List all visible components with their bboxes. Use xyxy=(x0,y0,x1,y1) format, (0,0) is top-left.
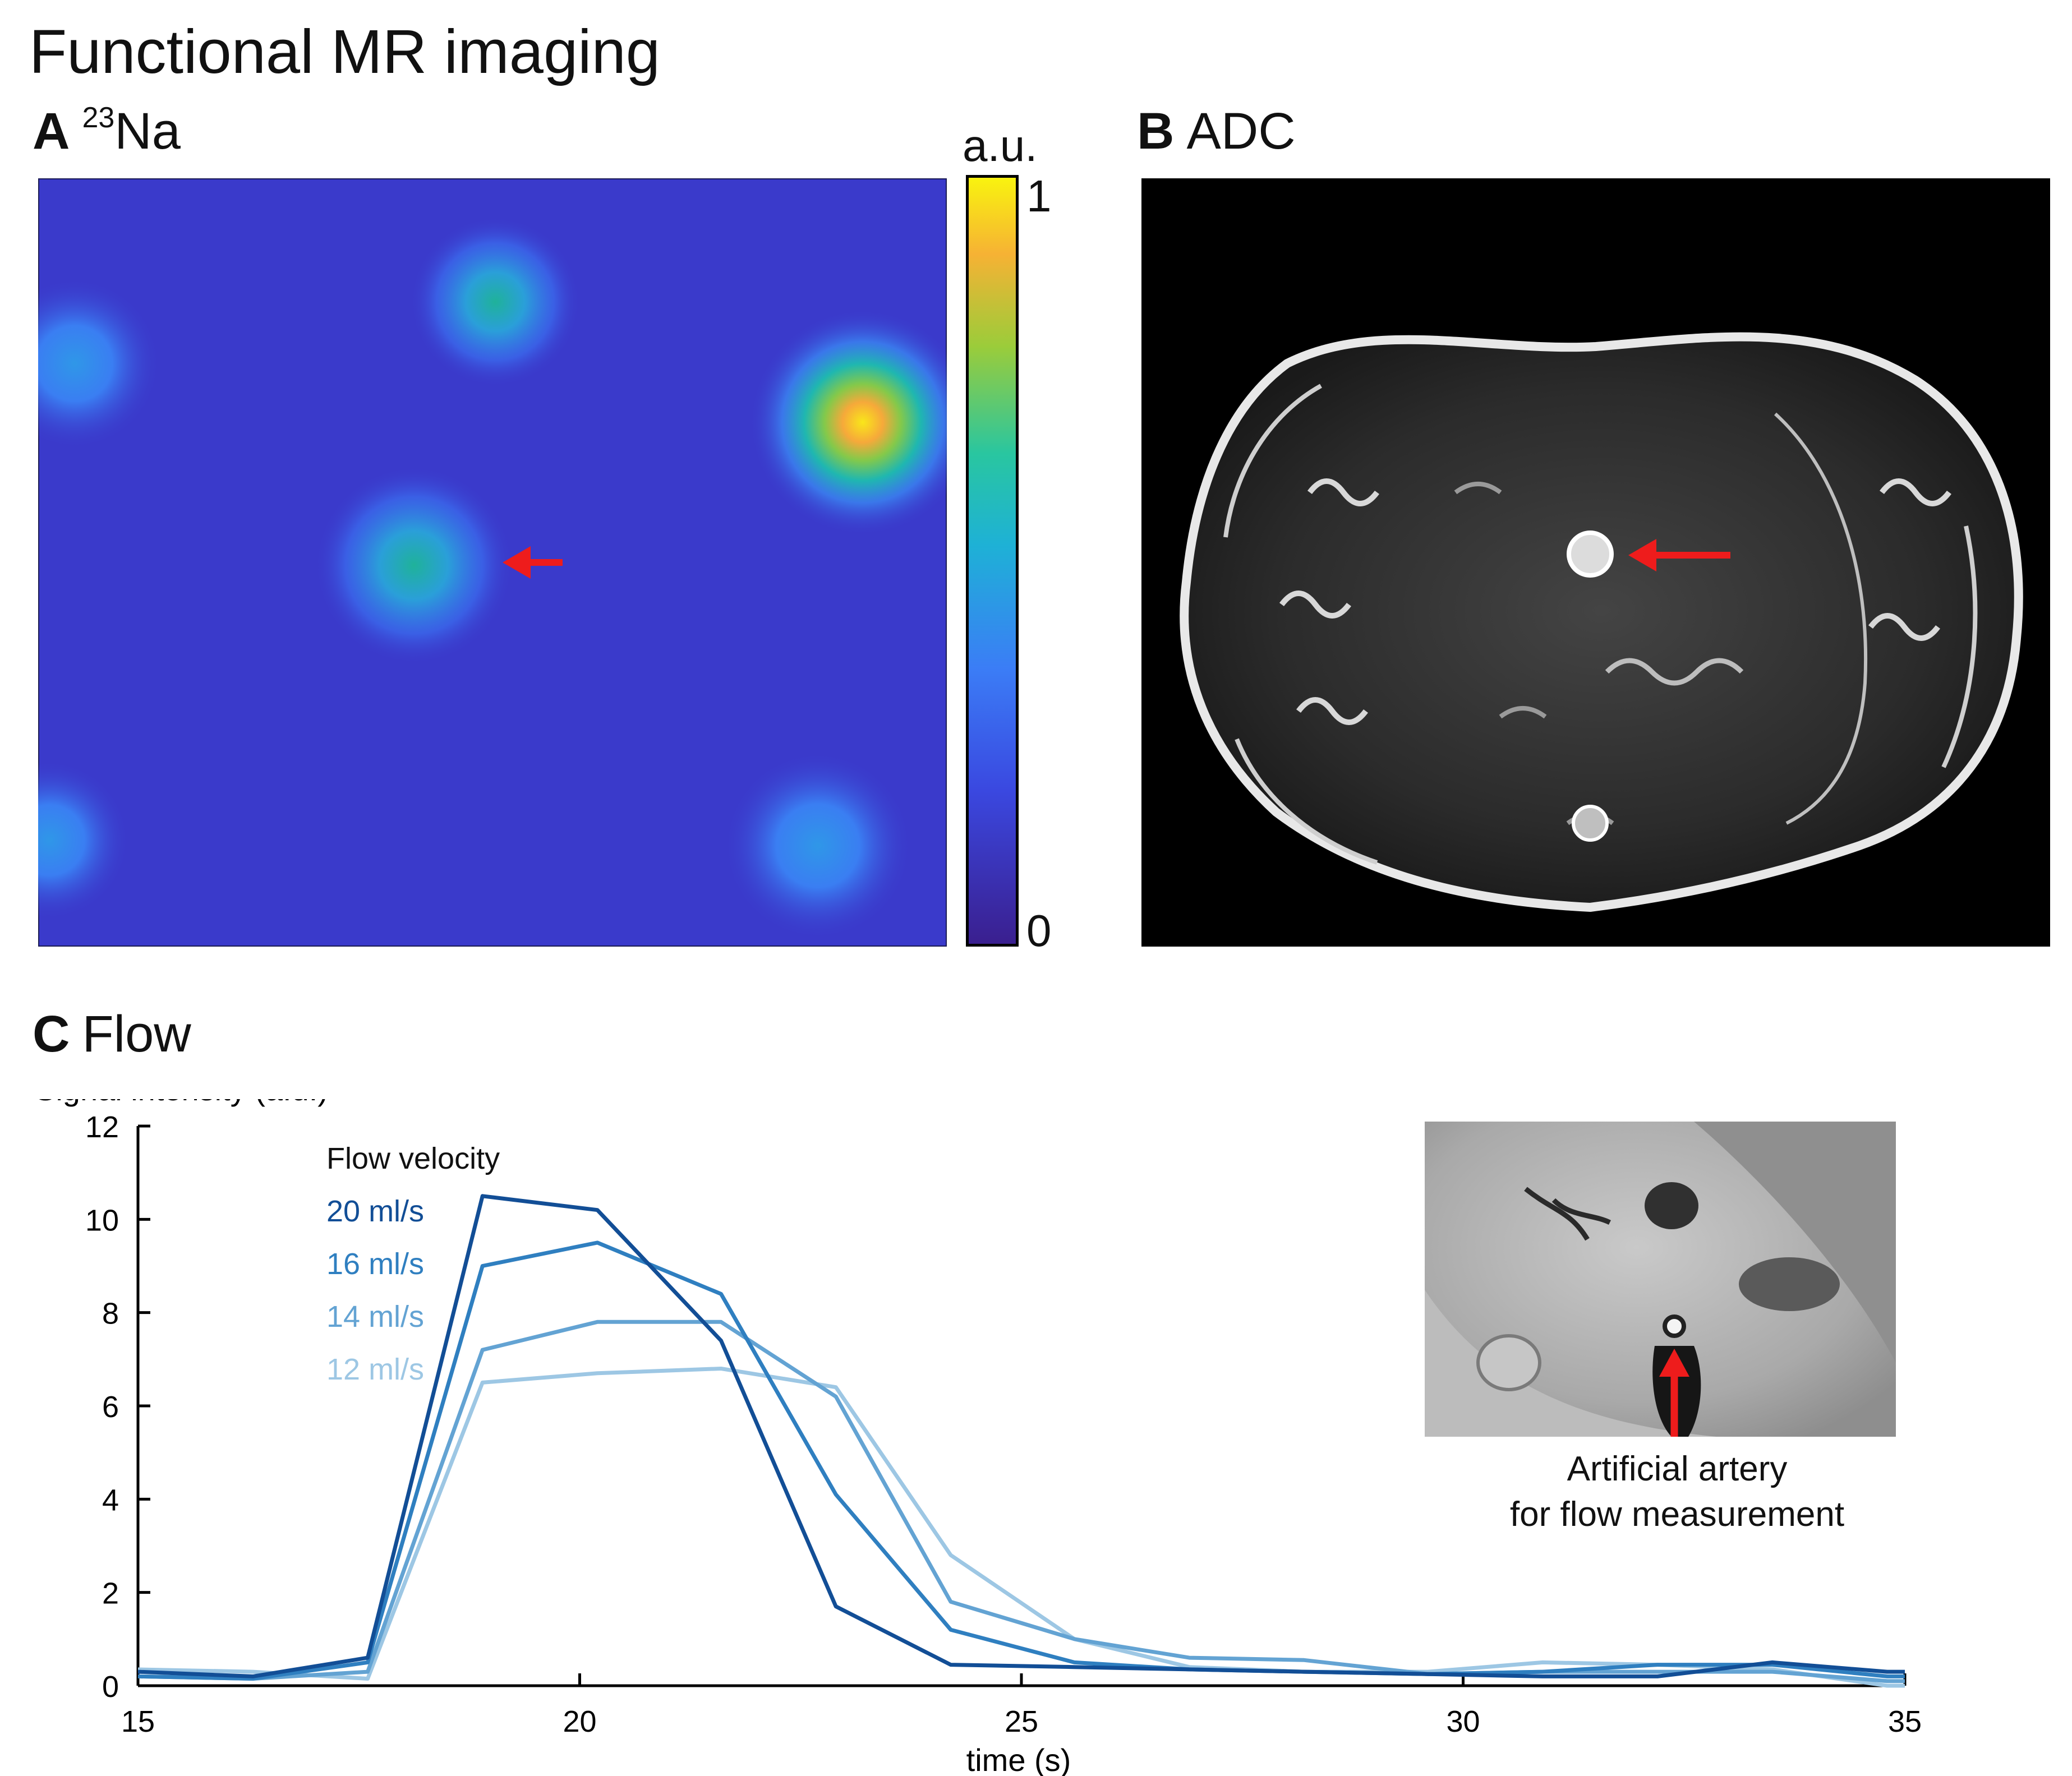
series-line-16-ml-s xyxy=(137,1240,1905,1681)
colorbar-unit: a.u. xyxy=(963,121,1038,170)
panel-a-letter: A xyxy=(33,103,70,160)
adc-image xyxy=(1141,178,2050,947)
colorbar xyxy=(966,175,1019,947)
sodium-spot xyxy=(38,762,128,919)
y-tick-label: 4 xyxy=(102,1483,119,1517)
x-tick-label: 15 xyxy=(121,1705,155,1738)
y-tick-label: 0 xyxy=(102,1670,119,1704)
sodium-spot xyxy=(725,753,910,938)
panel-a-name: Na xyxy=(114,103,181,160)
sodium-spot xyxy=(38,279,159,448)
red-arrowhead-icon xyxy=(1628,539,1656,571)
flow-chart: Signal intensity (a.u.) time (s) 0 2 4 6 8 10… xyxy=(35,1099,1922,1776)
panel-c-letter: C xyxy=(33,1005,70,1063)
panel-a-superscript: 23 xyxy=(82,102,115,134)
panel-b-name: ADC xyxy=(1186,103,1296,160)
artery-spot xyxy=(1663,1314,1686,1338)
sodium-map-image xyxy=(38,178,947,947)
sodium-spot-target xyxy=(316,467,512,663)
panel-c-name: Flow xyxy=(82,1005,191,1063)
body-outline xyxy=(1180,332,2023,912)
x-tick-label: 25 xyxy=(1005,1705,1038,1738)
y-tick-label: 10 xyxy=(85,1203,119,1237)
x-tick-label: 20 xyxy=(563,1705,596,1738)
legend-entry: 12 ml/s xyxy=(326,1353,424,1386)
y-axis-label: Signal intensity (a.u.) xyxy=(35,1099,328,1107)
inset-caption-line2: for flow measurement xyxy=(1509,1494,1845,1534)
inset-caption-line1: Artificial artery xyxy=(1567,1450,1788,1488)
x-tick-label: 35 xyxy=(1888,1705,1922,1738)
panel-b-label: B ADC xyxy=(1137,105,1296,157)
artificial-artery-image xyxy=(1425,1122,1896,1437)
red-arrowhead-icon xyxy=(1659,1349,1689,1377)
y-tick-label: 6 xyxy=(102,1390,119,1424)
legend-entry: 20 ml/s xyxy=(326,1194,424,1228)
spine-spot xyxy=(1572,805,1609,842)
legend-entry: 14 ml/s xyxy=(326,1300,424,1334)
sodium-spot xyxy=(411,218,579,386)
series-line-20-ml-s xyxy=(137,1194,1905,1678)
panel-b-letter: B xyxy=(1137,103,1175,160)
legend-entry: 16 ml/s xyxy=(326,1247,424,1281)
inset-caption: Artificial artery for flow measurement xyxy=(1425,1447,1930,1537)
y-tick-label: 12 xyxy=(85,1110,119,1144)
sodium-spot-bright xyxy=(750,310,947,534)
colorbar-max-label: 1 xyxy=(1026,171,1052,221)
panel-a-label: A 23Na xyxy=(33,102,181,160)
aorta-spot xyxy=(1567,531,1614,578)
red-arrowhead-icon xyxy=(503,546,531,579)
colorbar-min-label: 0 xyxy=(1026,906,1052,956)
y-tick-label: 8 xyxy=(102,1297,119,1331)
figure-title: Functional MR imaging xyxy=(29,17,660,86)
y-tick-label: 2 xyxy=(102,1577,119,1611)
panel-c-label: C Flow xyxy=(33,1008,191,1060)
x-axis-label: time (s) xyxy=(966,1742,1071,1776)
legend-title: Flow velocity xyxy=(326,1142,500,1175)
x-tick-label: 30 xyxy=(1446,1705,1480,1738)
